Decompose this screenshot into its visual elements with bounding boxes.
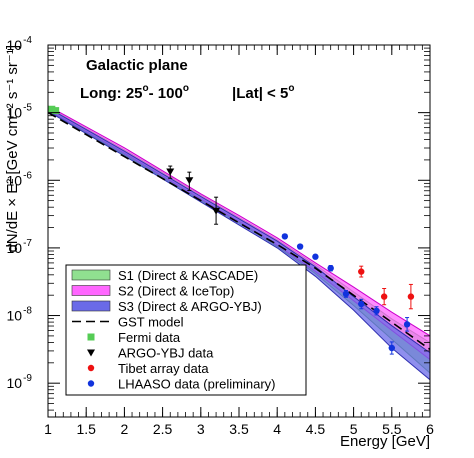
legend-swatch-fermi-data [87,333,95,341]
legend-swatch-argo-ybj-data [87,349,95,357]
legend-label-gst-model: GST model [118,315,184,330]
tibet-array-data-point [407,293,415,300]
title-text: - 100 [149,85,183,102]
data-points [48,105,415,355]
legend-swatch-s3-direct-argo-ybj [71,300,111,312]
x-tick-label: 5 [350,421,358,437]
y-tick-exponent: -6 [23,170,32,181]
x-tick-label: 4 [273,421,281,437]
lhaaso-data-preliminary-point [388,344,395,352]
lhaaso-data-preliminary-point [327,265,334,272]
legend-label-s2-direct-icetop: S2 (Direct & IceTop) [118,284,234,299]
lhaaso-data-preliminary-point [312,253,319,260]
title-superscript: o [288,83,294,94]
x-tick-label: 6 [426,421,434,437]
legend-swatch-s1-direct-kascade [71,269,111,281]
x-tick-label: 3.5 [229,421,249,437]
title-text: Long: 25 [80,85,143,102]
x-axis-ticks: 1 1.5 2 2.5 3 3.5 4 4.5 5 5.5 6 [44,45,434,437]
lhaaso-data-preliminary-point [281,233,289,240]
argo-ybj-data-point [166,168,175,176]
tibet-array-data-point [358,268,365,275]
legend-label-argo-ybj-data: ARGO-YBJ data [118,346,214,361]
title-text: |Lat| < 5 [232,85,288,102]
lhaaso-data-preliminary-point [358,300,365,308]
y-tick-exponent: -8 [23,306,32,317]
x-axis-label: Energy [GeV] [340,433,430,450]
title-text: Galactic plane [86,57,188,74]
argo-ybj-data-point [185,177,194,185]
model-lines [47,111,431,351]
legend-label-tibet-array-data: Tibet array data [118,361,209,376]
lhaaso-data-preliminary-point [342,290,350,298]
lhaaso-data-preliminary-point [296,243,304,250]
legend-label-lhaaso-data-preliminary: LHAASO data (preliminary) [118,377,276,392]
title-superscript: o [183,83,189,94]
y-axis-label: dN/dE × E² [GeV cm⁻² s⁻¹ sr⁻¹] [4,45,21,253]
y-tick-exponent: -9 [23,373,32,384]
legend: S1 (Direct & KASCADE)S2 (Direct & IceTop… [65,264,307,396]
title-superscript: o [143,83,149,94]
gst-model-line [47,111,431,351]
legend-swatch-lhaaso-data-preliminary [87,380,95,387]
lhaaso-data-preliminary-point [373,307,380,315]
title-line-3: |Lat| < 5o [232,83,294,102]
fermi-data-point [48,105,56,113]
argo-ybj-data-point [212,207,221,215]
legend-label-s1-direct-kascade: S1 (Direct & KASCADE) [118,268,258,283]
legend-swatch-s2-direct-icetop [71,285,111,296]
lhaaso-data-preliminary-point [403,321,411,328]
x-tick-label: 3 [197,421,205,437]
x-tick-label: 1.5 [76,421,96,437]
x-tick-label: 5.5 [382,421,402,437]
x-tick-label: 2.5 [153,421,173,437]
y-tick-exponent: -5 [23,103,32,114]
title-line-2: Long: 25o- 100o [80,83,189,102]
legend-label-fermi-data: Fermi data [118,330,181,345]
fermi-data-point [52,107,60,115]
legend-label-s3-direct-argo-ybj: S3 (Direct & ARGO-YBJ) [118,299,262,314]
y-tick-exponent: -4 [23,35,32,46]
x-tick-label: 2 [121,421,129,437]
tibet-array-data-point [380,293,388,300]
y-tick-exponent: -7 [23,238,32,249]
title-line-1: Galactic plane [86,57,188,74]
x-tick-label: 1 [44,421,52,437]
legend-swatch-tibet-array-data [87,364,95,372]
x-tick-label: 4.5 [306,421,326,437]
